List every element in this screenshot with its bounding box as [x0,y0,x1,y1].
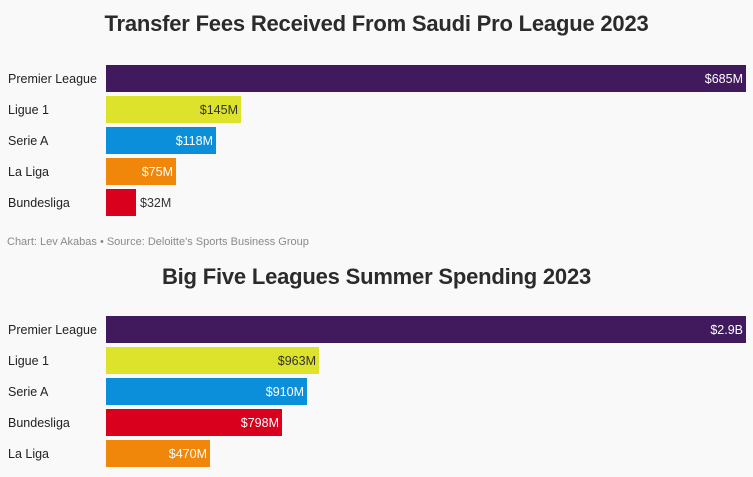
category-label-bundesliga: Bundesliga [8,416,70,430]
category-label-la-liga: La Liga [8,447,50,461]
bar-la-liga [106,158,176,185]
data-label-ligue-1: $963M [277,354,316,368]
chart-title-saudi-fees: Transfer Fees Received From Saudi Pro Le… [104,11,649,36]
data-label-serie-a: $910M [265,385,304,399]
data-label-serie-a: $118M [175,134,213,148]
category-label-la-liga: La Liga [8,165,50,179]
category-label-bundesliga: Bundesliga [8,196,70,210]
bar-serie-a [106,127,216,154]
bar-bundesliga [106,189,136,216]
category-label-premier-league: Premier League [8,72,97,86]
data-label-ligue-1: $145M [199,103,238,117]
bar-premier-league [106,316,746,343]
data-label-la-liga: $75M [141,165,173,179]
category-label-serie-a: Serie A [8,385,49,399]
category-label-serie-a: Serie A [8,134,49,148]
bar-premier-league [106,65,746,92]
data-label-premier-league: $2.9B [710,323,743,337]
category-label-ligue-1: Ligue 1 [8,354,50,368]
category-label-premier-league: Premier League [8,323,97,337]
chart-caption: Chart: Lev Akabas • Source: Deloitte's S… [7,236,309,248]
data-label-bundesliga: $798M [240,416,279,430]
data-label-premier-league: $685M [704,72,743,86]
bar-bundesliga [106,409,282,436]
data-label-bundesliga: $32M [140,196,172,210]
chart-title-summer-spending: Big Five Leagues Summer Spending 2023 [161,264,592,289]
bar-ligue-1 [106,96,241,123]
bar-ligue-1 [106,347,319,374]
category-label-ligue-1: Ligue 1 [8,103,50,117]
data-label-la-liga: $470M [168,447,207,461]
bar-serie-a [106,378,307,405]
bar-la-liga [106,440,210,467]
